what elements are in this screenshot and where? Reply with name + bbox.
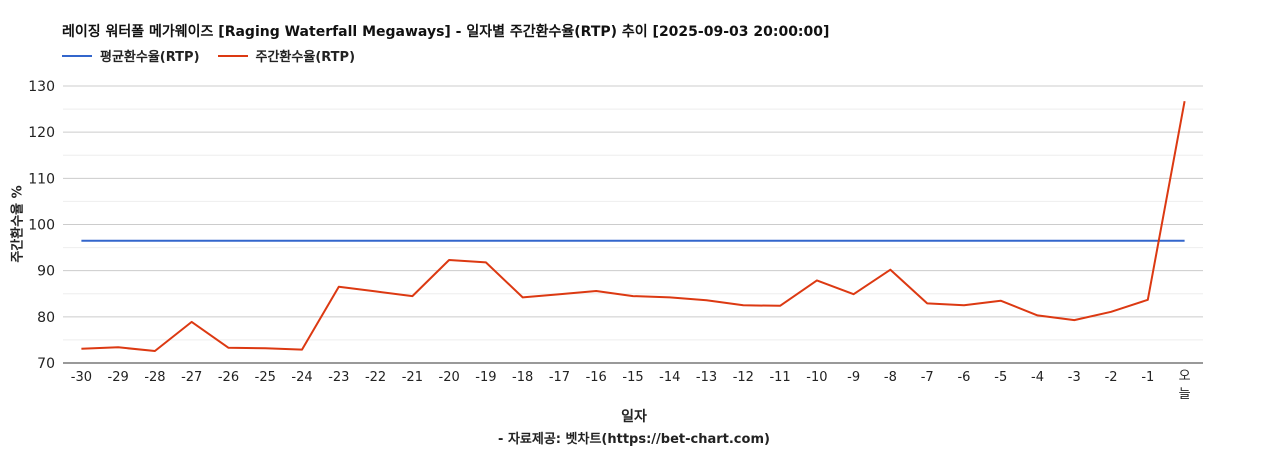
- x-tick-label: -21: [402, 370, 423, 385]
- series-line-weekly-rtp: [81, 101, 1186, 352]
- x-tick-label: -1: [1141, 370, 1154, 385]
- x-tick-label: -25: [255, 370, 276, 385]
- x-tick-label: -6: [957, 370, 970, 385]
- legend-label-average-rtp: 평균환수율(RTP): [100, 50, 200, 65]
- x-axis-label: 일자: [621, 409, 647, 425]
- y-tick-label: 110: [28, 171, 55, 187]
- x-tick-label: 늘: [1179, 387, 1191, 402]
- y-tick-label: 120: [28, 125, 55, 141]
- x-tick-label: -13: [696, 370, 717, 385]
- x-tick-label: -29: [108, 370, 129, 385]
- x-tick-label: -14: [659, 370, 680, 385]
- legend-item-average-rtp[interactable]: 평균환수율(RTP): [62, 46, 200, 65]
- legend-swatch-weekly-rtp: [217, 54, 248, 57]
- legend-item-weekly-rtp[interactable]: 주간환수율(RTP): [217, 46, 356, 65]
- x-tick-label: -17: [549, 370, 570, 385]
- x-tick-label: -10: [806, 370, 827, 385]
- x-tick-label: -20: [439, 370, 460, 385]
- source-credit: - 자료제공: 벳차트(https://bet-chart.com): [498, 432, 770, 447]
- x-tick-label: -26: [218, 370, 239, 385]
- x-tick-label: -11: [769, 370, 790, 385]
- x-tick-label: -5: [994, 370, 1007, 385]
- y-tick-label: 130: [28, 79, 55, 95]
- x-tick-label: -22: [365, 370, 386, 385]
- x-tick-label: -23: [328, 370, 349, 385]
- x-tick-label: -27: [181, 370, 202, 385]
- x-tick-label: 오: [1179, 369, 1191, 384]
- y-axis-label: 주간환수율 %: [10, 185, 26, 263]
- x-tick-label: -9: [847, 370, 860, 385]
- y-tick-label: 70: [37, 356, 55, 372]
- y-tick-label: 90: [37, 264, 55, 280]
- x-tick-label: -30: [71, 370, 92, 385]
- x-tick-label: -19: [475, 370, 496, 385]
- x-tick-label: -4: [1031, 370, 1044, 385]
- legend-label-weekly-rtp: 주간환수율(RTP): [255, 50, 356, 65]
- x-tick-label: -12: [733, 370, 754, 385]
- y-tick-label: 100: [28, 218, 55, 234]
- x-tick-label: -18: [512, 370, 533, 385]
- x-tick-label: -2: [1105, 370, 1118, 385]
- legend: 평균환수율(RTP) 주간환수율(RTP): [62, 46, 373, 65]
- x-tick-label: -16: [586, 370, 607, 385]
- x-tick-label: -3: [1068, 370, 1081, 385]
- y-tick-label: 80: [37, 310, 55, 326]
- chart-title: 레이징 워터폴 메가웨이즈 [Raging Waterfall Megaways…: [62, 24, 830, 40]
- x-tick-label: -7: [921, 370, 934, 385]
- x-tick-label: -15: [622, 370, 643, 385]
- legend-swatch-average-rtp: [62, 54, 92, 57]
- x-tick-label: -28: [144, 370, 165, 385]
- x-tick-label: -8: [884, 370, 897, 385]
- x-tick-label: -24: [291, 370, 312, 385]
